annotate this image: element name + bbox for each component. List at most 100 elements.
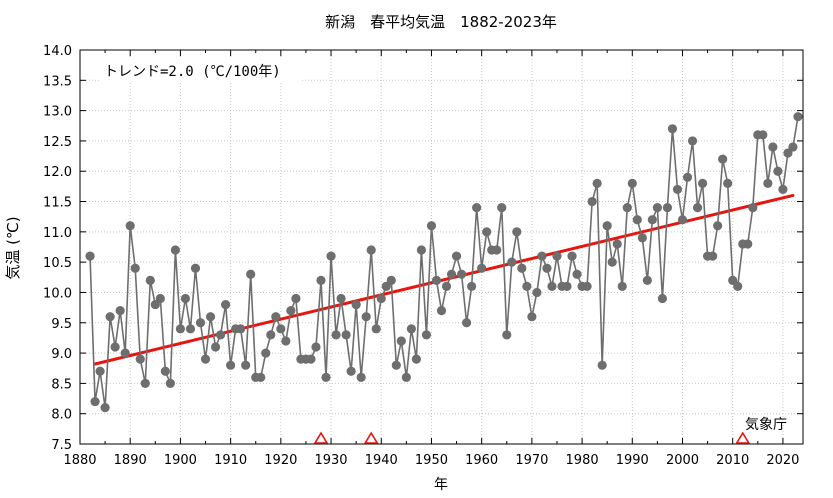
data-point <box>291 293 301 304</box>
data-point <box>426 221 437 231</box>
y-tick-label: 11.0 <box>43 226 72 241</box>
y-tick-label: 12.5 <box>43 135 72 150</box>
y-tick-label: 9.5 <box>51 317 72 332</box>
data-point <box>150 299 160 310</box>
data-point <box>682 172 693 182</box>
y-tick-label: 9.0 <box>51 347 72 362</box>
y-tick-label: 10.0 <box>43 286 72 301</box>
data-point <box>607 257 617 267</box>
data-point <box>652 203 662 213</box>
data-point <box>356 372 366 382</box>
data-point <box>617 281 627 291</box>
data-point <box>467 281 477 291</box>
data-point <box>632 215 642 225</box>
data-point <box>768 142 778 152</box>
data-point <box>527 312 537 322</box>
data-point <box>406 324 416 334</box>
data-point <box>431 275 442 285</box>
data-point <box>743 239 753 249</box>
data-point <box>276 324 286 334</box>
data-point <box>708 251 718 261</box>
x-tick-label: 1940 <box>365 453 398 468</box>
data-point <box>587 196 597 207</box>
data-point <box>135 354 145 364</box>
data-point <box>672 184 683 195</box>
y-tick-label: 7.5 <box>51 438 72 453</box>
data-point <box>502 330 512 340</box>
x-tick-label: 2020 <box>766 453 799 468</box>
data-point <box>221 299 231 310</box>
data-point <box>567 251 577 261</box>
data-point <box>281 336 291 346</box>
data-point <box>331 330 341 340</box>
data-point <box>246 269 256 279</box>
data-point <box>200 354 211 364</box>
data-point <box>602 221 612 231</box>
data-point <box>261 348 271 358</box>
data-point <box>778 184 788 195</box>
data-point <box>692 203 703 213</box>
data-point <box>667 124 678 134</box>
plot-frame <box>79 49 804 445</box>
data-point <box>728 275 738 285</box>
data-point <box>492 245 502 255</box>
data-point <box>170 245 180 255</box>
data-point <box>210 342 221 352</box>
data-point <box>657 293 668 304</box>
data-point <box>522 281 532 291</box>
data-point <box>351 299 361 310</box>
chart-title: 新潟 春平均気温 1882-2023年 <box>325 13 557 31</box>
data-point <box>361 312 371 322</box>
data-point <box>236 324 246 334</box>
data-point <box>552 251 562 261</box>
data-point <box>215 330 226 340</box>
data-point <box>185 324 196 334</box>
data-point <box>336 293 346 304</box>
y-tick-label: 13.5 <box>43 74 72 89</box>
data-point <box>542 263 552 273</box>
data-point <box>773 166 783 176</box>
x-tick-label: 1910 <box>214 453 247 468</box>
y-axis-label: 気温 (℃) <box>4 216 22 279</box>
data-point <box>662 203 673 213</box>
data-point <box>95 366 105 376</box>
data-point <box>311 342 321 352</box>
station-change-marker <box>735 431 751 444</box>
data-point <box>341 330 351 340</box>
data-point <box>446 269 457 279</box>
data-point <box>401 372 411 382</box>
data-point <box>592 178 602 188</box>
data-point <box>396 336 406 346</box>
data-point <box>411 354 421 364</box>
data-point <box>241 360 251 370</box>
x-tick-label: 1930 <box>314 453 347 468</box>
data-point <box>512 227 522 237</box>
data-point <box>788 142 798 152</box>
x-tick-label: 1950 <box>415 453 448 468</box>
data-point <box>758 130 768 140</box>
data-point <box>175 324 186 334</box>
data-point <box>622 203 632 213</box>
axis-ticks: 1880 1890 1900 1910 1920 1930 1940 1950 1960 1970… <box>43 44 803 468</box>
data-point <box>366 245 376 255</box>
data-point <box>451 251 462 261</box>
data-point <box>582 281 592 291</box>
data-point <box>321 372 331 382</box>
station-change-marker <box>313 431 329 444</box>
data-point <box>783 148 793 158</box>
x-tick-label: 1990 <box>616 453 649 468</box>
data-point <box>226 360 236 370</box>
data-point <box>386 275 396 285</box>
x-tick-label: 1890 <box>114 453 147 468</box>
data-point <box>271 312 281 322</box>
trend-line-group <box>93 193 795 366</box>
data-point <box>677 215 688 225</box>
x-tick-label: 2010 <box>716 453 749 468</box>
y-tick-label: 11.5 <box>43 196 72 211</box>
data-point <box>562 281 572 291</box>
data-point <box>547 281 557 291</box>
data-point <box>376 293 386 304</box>
data-point <box>733 281 743 291</box>
data-point <box>723 178 733 188</box>
